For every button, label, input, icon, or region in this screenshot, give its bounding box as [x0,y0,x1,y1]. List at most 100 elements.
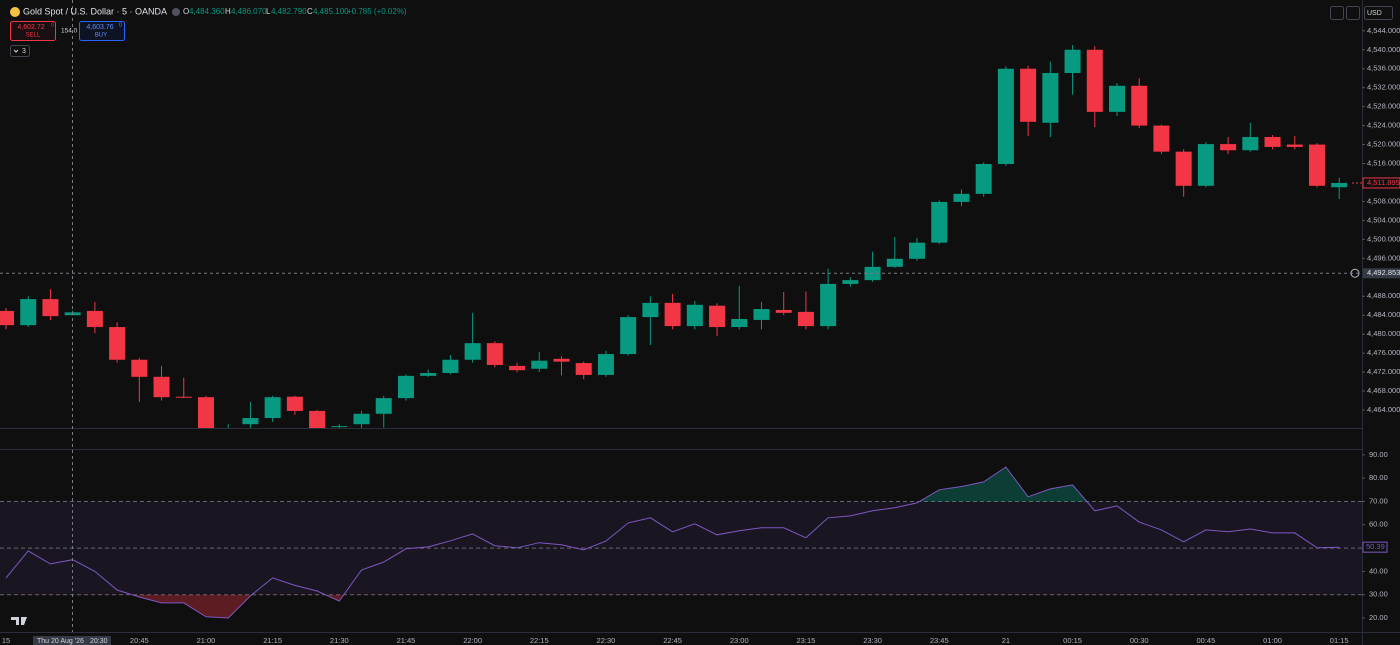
x-tick-label: 00:15 [1063,636,1082,645]
candle-body [42,299,59,317]
candle-body [1175,151,1192,186]
y-tick-label: 4,472.000 [1367,367,1400,376]
sell-sup: 0 [51,22,54,28]
candle-body [1286,144,1303,147]
candle-body [1264,136,1281,147]
sell-button[interactable] [10,21,56,41]
candle-body [931,201,948,243]
candle-body [820,283,837,327]
y-tick-label: 4,504.000 [1367,215,1400,224]
y-tick-label: 4,536.000 [1367,64,1400,73]
candle-body [153,376,170,398]
currency-button[interactable] [1364,6,1393,20]
sell-price: 4,602.72 [17,24,44,31]
y-tick-label: 4,464.000 [1367,405,1400,414]
candle-body [0,310,14,326]
candle-body [620,317,637,355]
candle-body [197,397,214,428]
y-tick-label: 90.00 [1369,450,1388,459]
candle-body [1131,85,1148,126]
last-price-tag [1362,177,1400,189]
y-tick-label: 4,540.000 [1367,45,1400,54]
y-tick-label: 4,488.000 [1367,291,1400,300]
currency: USD [1367,10,1382,17]
sell-label: SELL [26,33,41,39]
add-alert-icon[interactable] [1350,268,1360,278]
candle-body [709,305,726,328]
buy-sup: 0 [119,22,122,28]
candle-body [1242,136,1259,151]
candle-body [1109,85,1125,112]
candle-body [286,396,303,411]
candle-body [442,359,459,374]
candle-body [420,373,437,376]
candle-body [909,242,926,259]
x-tick-label: 21:15 [263,636,282,645]
candle-body [1308,144,1325,186]
y-tick-label: 4,532.000 [1367,83,1400,92]
candle-body [353,413,370,425]
refresh-button[interactable] [1346,6,1360,20]
candle-body [642,302,659,318]
y-tick-label: 60.00 [1369,520,1388,529]
y-tick-label: 30.00 [1369,590,1388,599]
candle-body [797,311,814,327]
ohlc-value: 4,482.790 [271,7,307,16]
candle-body [553,358,570,362]
buy-button[interactable] [79,21,125,41]
candle-body [1042,72,1059,123]
x-tick-label: 20:45 [130,636,149,645]
rsi-value-tag [1362,541,1388,553]
download-button[interactable] [1330,6,1344,20]
candle-body [1086,49,1103,112]
candle-body [331,426,348,428]
ohlc-label: L [266,7,271,16]
candle-body [997,68,1014,164]
candle-body [1153,125,1170,152]
y-tick-label: 4,524.000 [1367,121,1400,130]
candle-body [1197,144,1214,186]
x-tick-label: 21:30 [330,636,349,645]
indicator-toggle[interactable] [10,45,30,57]
candle-body [775,309,792,313]
buy-price: 4,603.76 [86,24,113,31]
x-tick-label: 22:15 [530,636,549,645]
y-tick-label: 20.00 [1369,613,1388,622]
y-tick-label: 4,480.000 [1367,329,1400,338]
candle-body [397,375,414,399]
x-tick-label: 21 [1002,636,1010,645]
x-tick-label: 01:00 [1263,636,1282,645]
crosshair-date: Thu 20 Aug '26 [37,638,84,645]
y-tick-label: 4,496.000 [1367,253,1400,262]
candle-body [175,396,192,398]
candle-body [309,410,326,428]
buy-label: BUY [95,33,107,39]
spread: 154.0 [61,28,78,35]
eye-icon[interactable] [172,8,180,16]
y-tick-label: 4,484.000 [1367,310,1400,319]
x-tick-label: 01:15 [1330,636,1349,645]
candle-body [953,193,970,202]
y-tick-label: 40.00 [1369,566,1388,575]
x-tick-label: 21:00 [197,636,216,645]
candle-body [886,258,903,267]
candle-body [842,280,859,284]
y-tick-label: 4,468.000 [1367,386,1400,395]
x-tick-label: 15 [2,636,10,645]
candle-body [575,363,592,375]
candle-body [264,397,281,419]
x-tick-label: 22:45 [663,636,682,645]
indicator-count: 3 [22,48,26,55]
candle-body [464,343,481,360]
y-tick-label: 4,528.000 [1367,102,1400,111]
last-price-label: 4,511.895 [1367,178,1400,187]
y-tick-label: 4,516.000 [1367,159,1400,168]
logo [11,617,27,625]
ohlc-label: O [183,7,189,16]
candle-body [664,302,681,327]
candle-body [1020,68,1037,122]
candle-body [486,343,503,365]
x-tick-label: 23:30 [863,636,882,645]
